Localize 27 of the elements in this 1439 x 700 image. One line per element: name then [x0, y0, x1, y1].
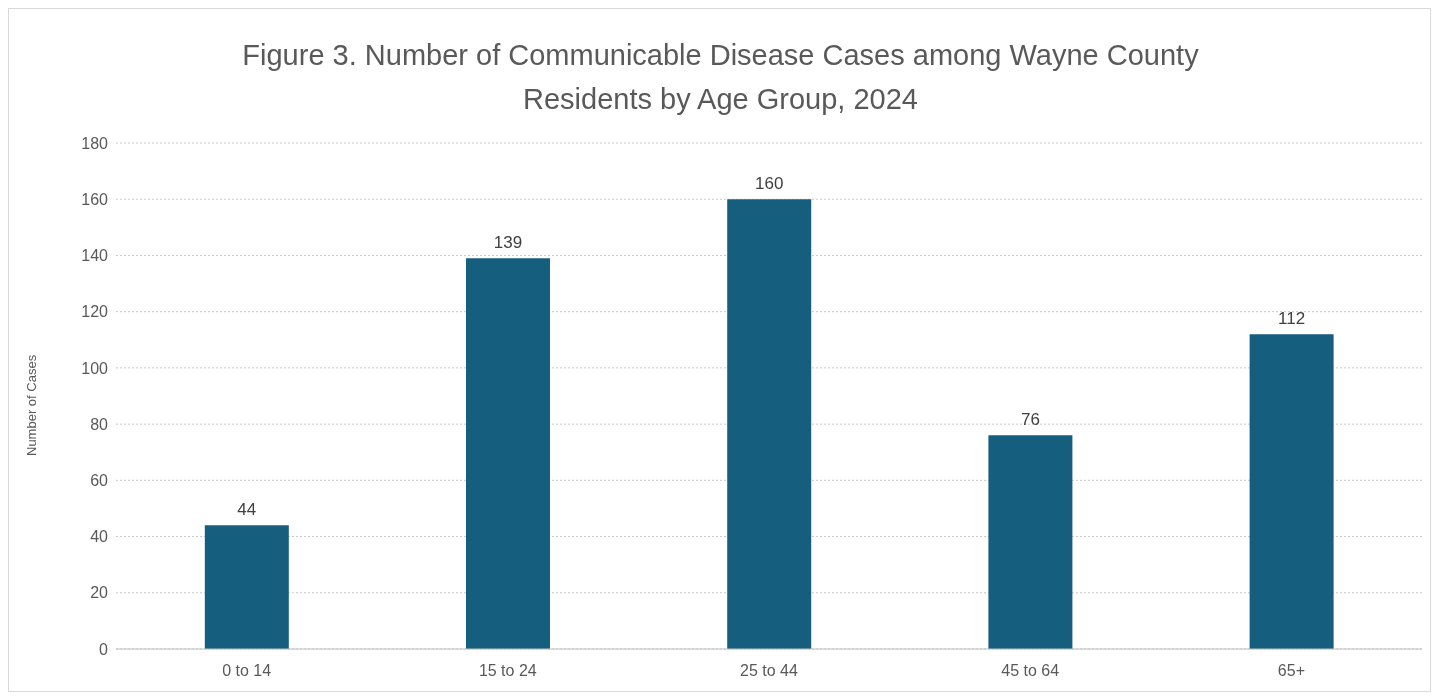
x-tick-label: 0 to 14: [222, 662, 272, 680]
x-tick-label: 65+: [1277, 662, 1305, 680]
data-label: 76: [1020, 410, 1040, 430]
data-label: 139: [493, 233, 523, 253]
y-tick-label: 100: [81, 359, 109, 377]
bar: [988, 435, 1073, 649]
chart-title: Figure 3. Number of Communicable Disease Cases among Wayne County Residents by Age Group, 2024: [241, 38, 1200, 117]
y-tick-label: 60: [90, 472, 109, 490]
data-label: 112: [1278, 309, 1306, 329]
data-label: 160: [755, 174, 784, 194]
data-label: 44: [237, 500, 257, 520]
x-tick-label: 45 to 64: [1001, 662, 1060, 680]
bar: [1249, 334, 1334, 649]
y-tick-label: 180: [81, 134, 109, 152]
y-tick-label: 80: [90, 415, 109, 433]
bar: [204, 525, 289, 649]
bar: [466, 258, 551, 649]
y-axis-title: Number of Cases: [23, 354, 39, 456]
x-tick-label: 25 to 44: [740, 662, 799, 680]
y-tick-label: 120: [81, 303, 109, 321]
y-tick-label: 0: [99, 640, 109, 658]
y-tick-label: 160: [81, 190, 109, 208]
y-tick-label: 20: [90, 584, 109, 602]
y-tick-label: 40: [90, 528, 109, 546]
y-tick-label: 140: [81, 247, 109, 265]
bar: [727, 199, 812, 649]
x-tick-label: 15 to 24: [478, 662, 537, 680]
